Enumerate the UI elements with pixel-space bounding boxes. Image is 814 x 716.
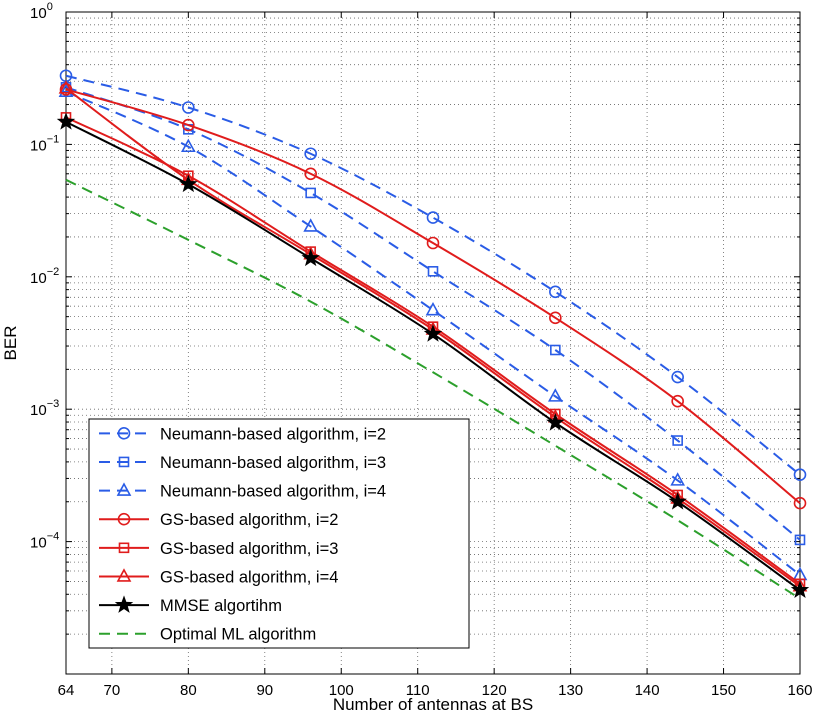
y-axis-label: BER <box>1 326 20 361</box>
marker-gs-based-algorithm-i-2 <box>304 167 317 181</box>
x-tick-label: 160 <box>787 682 812 699</box>
marker-neumann-based-algorithm-i-2 <box>793 468 807 482</box>
marker-mmse-algortihm <box>423 324 443 342</box>
y-tick-label: 10−3 <box>30 398 59 419</box>
legend-marker-neumann-based-algorithm-i-2 <box>117 427 131 440</box>
x-tick-label: 130 <box>558 682 583 699</box>
legend-label-neumann-based-algorithm-i-2: Neumann-based algorithm, i=2 <box>160 425 386 443</box>
marker-gs-based-algorithm-i-2 <box>182 118 195 132</box>
marker-gs-based-algorithm-i-2 <box>671 394 684 408</box>
marker-neumann-based-algorithm-i-4 <box>180 138 196 153</box>
x-tick-label: 70 <box>104 682 121 699</box>
x-tick-label: 80 <box>180 682 197 699</box>
x-tick-label: 90 <box>256 682 273 699</box>
series-gs-based-algorithm-i-2 <box>59 83 807 510</box>
marker-neumann-based-algorithm-i-2 <box>304 147 317 161</box>
y-tick-label: 10−1 <box>30 133 59 154</box>
plot-frame <box>65 11 801 675</box>
x-tick-label: 110 <box>406 682 430 699</box>
marker-neumann-based-algorithm-i-2 <box>182 101 195 114</box>
line-optimal-ml-algorithm <box>65 178 801 600</box>
legend-label-optimal-ml-algorithm: Optimal ML algorithm <box>160 626 316 644</box>
y-tick-label: 10−4 <box>30 531 59 552</box>
marker-neumann-based-algorithm-i-3 <box>305 187 316 199</box>
legend-label-neumann-based-algorithm-i-3: Neumann-based algorithm, i=3 <box>160 454 386 472</box>
marker-neumann-based-algorithm-i-2 <box>426 211 440 224</box>
x-tick-label: 150 <box>711 682 736 699</box>
marker-mmse-algortihm <box>56 112 76 130</box>
legend-marker-neumann-based-algorithm-i-3 <box>118 456 130 468</box>
marker-mmse-algortihm <box>546 413 565 431</box>
marker-neumann-based-algorithm-i-3 <box>550 344 561 356</box>
series-neumann-based-algorithm-i-2 <box>59 69 807 482</box>
x-tick-label: 120 <box>482 682 507 699</box>
legend-marker-neumann-based-algorithm-i-4 <box>116 482 132 496</box>
legend-label-neumann-based-algorithm-i-4: Neumann-based algorithm, i=4 <box>160 483 386 501</box>
series-neumann-based-algorithm-i-3 <box>60 81 806 546</box>
x-axis-label: Number of antennas at BS <box>333 695 533 714</box>
marker-mmse-algortihm <box>790 580 810 598</box>
legend-box <box>88 418 470 649</box>
marker-gs-based-algorithm-i-2 <box>59 83 73 96</box>
line-neumann-based-algorithm-i-4 <box>65 90 801 576</box>
marker-neumann-based-algorithm-i-2 <box>549 285 562 299</box>
marker-mmse-algortihm <box>301 248 320 267</box>
legend-label-gs-based-algorithm-i-2: GS-based algorithm, i=2 <box>160 511 338 529</box>
series-neumann-based-algorithm-i-4 <box>58 83 808 581</box>
axis-ticks: 64 70 80 90 100 110 120 130 140 150 160 100 10−1 10−2… <box>30 1 813 699</box>
legend-label-gs-based-algorithm-i-4: GS-based algorithm, i=4 <box>160 568 338 586</box>
y-tick-label: 100 <box>30 1 53 22</box>
marker-neumann-based-algorithm-i-4 <box>670 472 686 486</box>
x-tick-label: 100 <box>329 682 354 699</box>
marker-neumann-based-algorithm-i-4 <box>547 388 563 402</box>
legend-marker-gs-based-algorithm-i-4 <box>116 568 132 582</box>
marker-neumann-based-algorithm-i-4 <box>425 301 441 316</box>
legend-label-gs-based-algorithm-i-3: GS-based algorithm, i=3 <box>160 540 338 558</box>
marker-neumann-based-algorithm-i-4 <box>303 218 319 232</box>
marker-gs-based-algorithm-i-2 <box>793 496 807 510</box>
marker-gs-based-algorithm-i-2 <box>426 236 440 250</box>
marker-gs-based-algorithm-i-4 <box>58 80 74 94</box>
marker-gs-based-algorithm-i-2 <box>549 311 562 325</box>
series-mmse-algortihm <box>56 112 810 598</box>
legend-label-mmse-algortihm: MMSE algortihm <box>160 597 282 615</box>
x-tick-label: 140 <box>635 682 660 699</box>
marker-mmse-algortihm <box>668 492 687 510</box>
marker-neumann-based-algorithm-i-2 <box>671 370 684 384</box>
marker-neumann-based-algorithm-i-3 <box>672 435 683 446</box>
line-gs-based-algorithm-i-2 <box>65 88 801 504</box>
marker-neumann-based-algorithm-i-3 <box>427 266 439 277</box>
legend-marker-gs-based-algorithm-i-3 <box>118 542 130 554</box>
series-layer <box>56 69 810 600</box>
line-neumann-based-algorithm-i-3 <box>65 86 801 541</box>
line-neumann-based-algorithm-i-2 <box>65 74 801 476</box>
y-tick-label: 10−2 <box>30 266 59 287</box>
legend-marker-mmse-algortihm <box>114 595 134 613</box>
marker-mmse-algortihm <box>179 174 198 193</box>
marker-neumann-based-algorithm-i-3 <box>794 534 806 546</box>
legend-marker-gs-based-algorithm-i-2 <box>117 512 131 526</box>
legend: Neumann-based algorithm, i=2 Neumann-base… <box>88 418 470 649</box>
series-optimal-ml-algorithm <box>65 178 801 600</box>
x-tick-label: 64 <box>58 682 75 699</box>
